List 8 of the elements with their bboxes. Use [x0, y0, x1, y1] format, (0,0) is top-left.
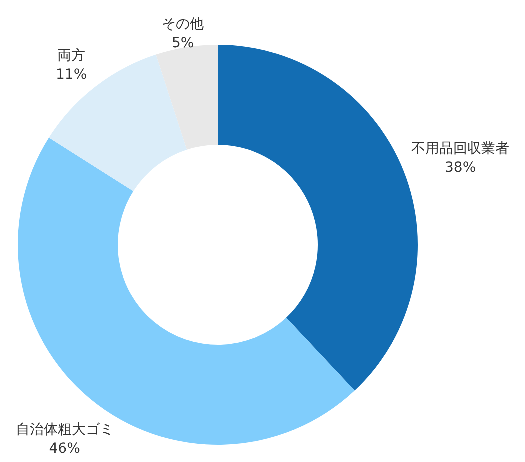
data-label: 5% — [172, 36, 194, 52]
slice-label: 自治体粗大ゴミ — [16, 422, 114, 438]
data-label: 11% — [56, 67, 88, 84]
slice-label: 両方 — [58, 48, 86, 64]
data-label: 38% — [445, 160, 476, 176]
data-label: 46% — [49, 441, 80, 458]
slice-label: その他 — [162, 16, 204, 33]
slice-label: 不用品回収業者 — [412, 140, 510, 157]
